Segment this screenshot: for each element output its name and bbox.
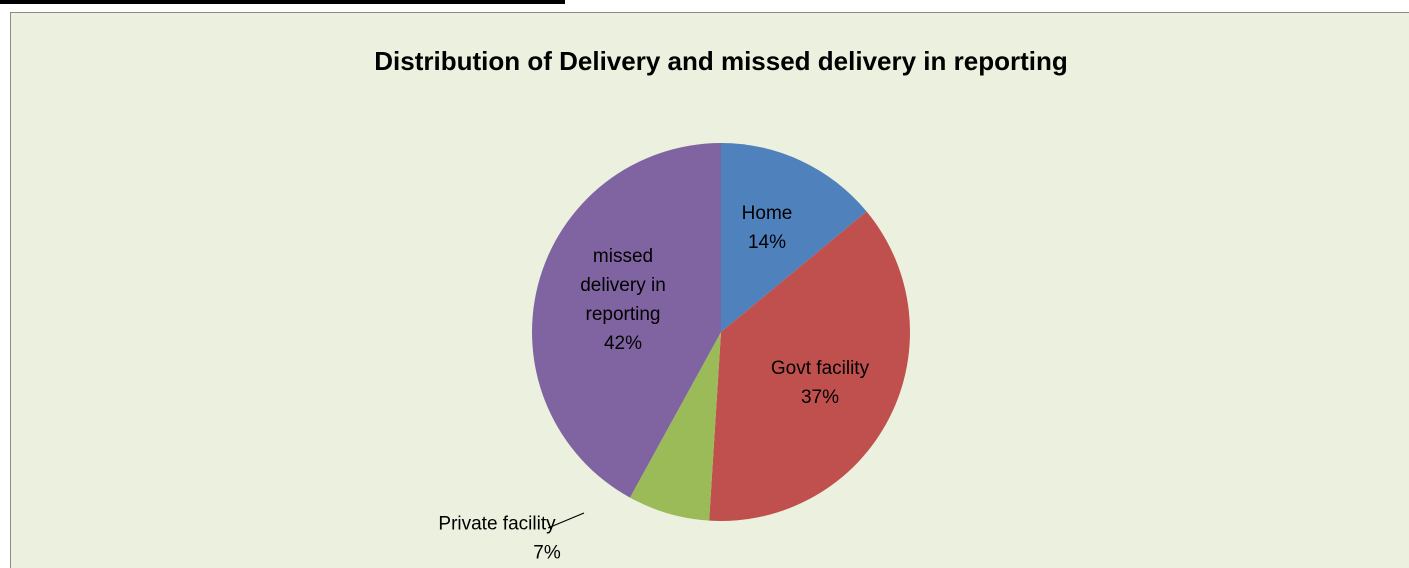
data-label: missed delivery in reporting 42% <box>563 242 683 358</box>
label-value: 37% <box>800 387 840 408</box>
pie-slice <box>709 211 911 522</box>
data-label: Govt facility 37% <box>740 354 900 412</box>
label-value: 42% <box>603 333 643 354</box>
pie-slice <box>532 143 721 498</box>
top-bar <box>0 0 565 4</box>
pie-slice <box>721 143 867 332</box>
label-name: missed delivery in reporting <box>580 246 666 325</box>
chart-title: Distribution of Delivery and missed deli… <box>374 46 1067 76</box>
label-name: Private facility <box>438 513 556 535</box>
pie-slice <box>629 332 721 521</box>
slices <box>532 143 911 522</box>
label-name: Home <box>741 203 793 224</box>
leader-line <box>547 512 585 529</box>
data-label: Home 14% <box>707 199 827 257</box>
label-value: 14% <box>747 232 787 253</box>
label-value: 7% <box>533 542 561 564</box>
label-name: Govt facility <box>770 358 870 379</box>
